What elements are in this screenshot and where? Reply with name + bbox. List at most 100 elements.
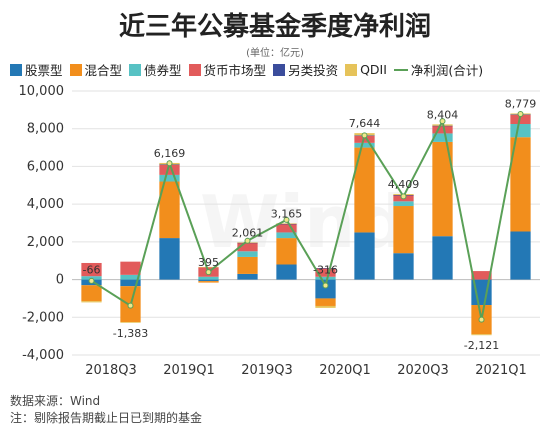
bar-segment [159, 238, 180, 280]
legend-item-1: 混合型 [69, 60, 123, 79]
bar-segment [276, 232, 297, 239]
y-tick-label: 10,000 [19, 84, 65, 99]
bar-segment [276, 223, 297, 233]
legend-item-3: 货币市场型 [188, 60, 267, 79]
data-label: -66 [83, 264, 101, 277]
legend-swatch [10, 63, 22, 76]
legend-label: 货币市场型 [203, 63, 267, 78]
y-tick-label: 2,000 [27, 235, 64, 250]
bar-segment [120, 261, 141, 275]
legend-label: 债券型 [144, 63, 182, 78]
bar-segment [510, 231, 531, 280]
bar-segment [315, 305, 336, 308]
x-tick-label: 2018Q3 [85, 363, 137, 378]
data-label: 395 [198, 256, 219, 269]
bar-segment [198, 281, 219, 283]
bar-segment [81, 285, 102, 302]
net-profit-point [166, 160, 173, 167]
bar-segment [432, 133, 453, 142]
bar-segment [510, 124, 531, 138]
bar-segment [237, 256, 258, 274]
legend-label: 混合型 [84, 63, 123, 78]
bar-segment [432, 236, 453, 280]
footnote: 注：剔除报告期截止日已到期的基金 [10, 411, 203, 425]
source-note: 数据来源：Wind [10, 394, 101, 408]
x-tick-label: 2021Q1 [475, 363, 527, 378]
bar-segment [198, 266, 219, 268]
bar-segment [81, 301, 102, 303]
bar-segment [81, 262, 102, 277]
bar-segment [237, 273, 258, 280]
net-profit-point [88, 277, 95, 284]
bar-segment [276, 238, 297, 265]
bar-segment [432, 141, 453, 237]
bar-segment [198, 279, 219, 282]
bar-segment [354, 232, 375, 280]
bar-segment [393, 206, 414, 254]
bar-segment [393, 253, 414, 280]
y-tick-label: 4,000 [27, 197, 64, 212]
bar-segment [315, 268, 336, 269]
net-profit-line [90, 113, 522, 320]
bar-segment [276, 223, 297, 224]
legend-swatch [69, 63, 82, 76]
net-profit-point [244, 237, 251, 244]
legend-label: 另类投资 [288, 63, 339, 78]
bar-segment [276, 223, 297, 225]
bar-segment [237, 251, 258, 257]
net-profit-point [322, 282, 329, 289]
chart-title: 近三年公募基金季度净利润 [118, 12, 431, 42]
legend-swatch [129, 63, 142, 76]
data-label: 3,165 [271, 207, 303, 220]
bar-segment [315, 279, 336, 299]
bar-segment [315, 276, 336, 280]
y-tick-label: 8,000 [27, 122, 64, 137]
data-label: 8,404 [427, 108, 459, 121]
legend-label: 净利润(合计) [410, 63, 484, 78]
legend-item-2: 债券型 [129, 60, 182, 79]
data-label: 6,169 [154, 147, 186, 160]
net-profit-point [517, 111, 524, 118]
net-profit-point [205, 269, 212, 276]
y-tick-label: 0 [56, 273, 64, 288]
legend-item-0: 股票型 [10, 60, 63, 79]
bar-segment [510, 137, 531, 232]
bar-segment [315, 298, 336, 306]
bar-segment [276, 264, 297, 280]
x-tick-label: 2019Q3 [241, 363, 293, 378]
legend: 股票型 混合型 债券型 货币市场型 另类投资 QDII 净利润(合计) [10, 60, 550, 79]
bar-segment [432, 125, 453, 134]
y-tick-label: -2,000 [22, 310, 64, 325]
legend-item-line: 净利润(合计) [393, 60, 484, 79]
bar-segment [120, 274, 141, 280]
y-tick-label: -4,000 [22, 348, 64, 363]
legend-item-4: 另类投资 [273, 60, 338, 79]
x-tick-label: 2020Q3 [397, 363, 449, 378]
legend-line-swatch [393, 68, 408, 71]
net-profit-point [127, 302, 134, 309]
net-profit-point [439, 118, 446, 125]
legend-swatch [188, 63, 201, 76]
data-label: 4,409 [388, 178, 420, 191]
bar-segment [198, 276, 219, 280]
data-label: -2,121 [464, 339, 499, 352]
y-tick-label: 6,000 [27, 159, 64, 174]
data-label: -1,383 [113, 327, 148, 340]
net-profit-point [283, 216, 290, 223]
data-label: -316 [313, 264, 338, 277]
bar-segment [471, 271, 492, 280]
bar-segment [354, 147, 375, 233]
legend-item-5: QDII [345, 60, 387, 79]
data-label: 2,061 [232, 226, 264, 239]
x-tick-label: 2019Q1 [163, 363, 215, 378]
bar-segment [120, 322, 141, 323]
x-tick-label: 2020Q1 [319, 363, 371, 378]
bar-segment [315, 268, 336, 277]
legend-swatch [273, 63, 286, 76]
bar-segment [159, 181, 180, 239]
legend-label: 股票型 [25, 63, 63, 78]
net-profit-point [361, 132, 368, 139]
bar-segment [120, 279, 141, 287]
net-profit-point [478, 316, 485, 323]
